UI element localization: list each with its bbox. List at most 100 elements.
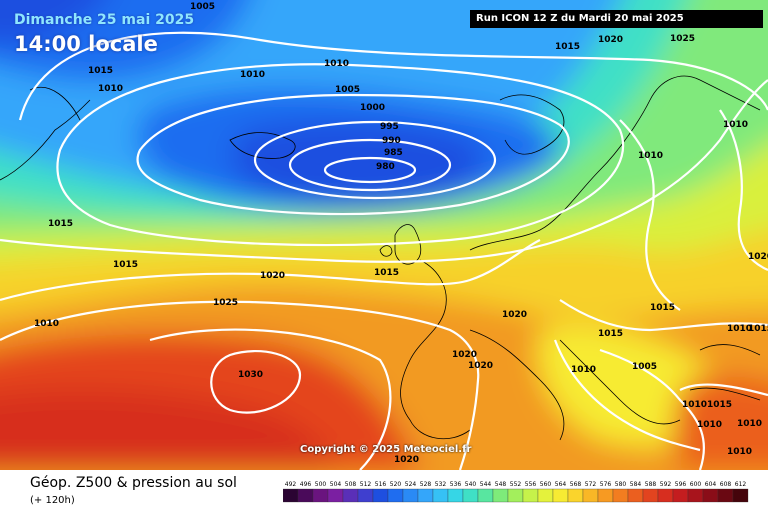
forecast-date: Dimanche 25 mai 2025	[14, 12, 195, 28]
legend-swatch	[297, 488, 314, 503]
legend-swatch	[477, 488, 494, 503]
color-scale-legend: 492 496 500 504 508 512 516 520 524 528 532 536 540 5…	[283, 481, 749, 503]
isobar-label: 1020	[394, 455, 419, 465]
legend-swatch	[537, 488, 554, 503]
isobar-label: 1015	[748, 324, 768, 334]
isobar-label: 1015	[555, 42, 580, 52]
isobar-label: 980	[376, 162, 395, 172]
legend-value-label: 540	[465, 481, 477, 488]
isobar-label: 1020	[748, 252, 768, 262]
isobar-label: 1015	[48, 219, 73, 229]
isobar-label: 1010	[723, 120, 748, 130]
legend-value-label: 516	[375, 481, 387, 488]
isobar-label: 1015	[598, 329, 623, 339]
isobar-label: 1010	[682, 400, 707, 410]
isobar-label: 1030	[238, 370, 263, 380]
legend-value-label: 536	[450, 481, 462, 488]
legend-value-label: 500	[315, 481, 327, 488]
legend-swatch	[342, 488, 359, 503]
legend-swatch	[312, 488, 329, 503]
legend-value-label: 596	[675, 481, 687, 488]
isobar-label: 1020	[452, 350, 477, 360]
forecast-lead-time: (+ 120h)	[30, 495, 75, 506]
isobar-label: 1010	[737, 419, 762, 429]
isobar-label: 1010	[727, 324, 752, 334]
legend-value-label: 564	[555, 481, 567, 488]
legend-swatch	[612, 488, 629, 503]
isobar-label: 1025	[213, 298, 238, 308]
legend-swatch	[672, 488, 689, 503]
legend-value-label: 492	[285, 481, 297, 488]
legend-swatch	[657, 488, 674, 503]
isobar-label: 1015	[88, 66, 113, 76]
isobar-label: 1010	[638, 151, 663, 161]
legend-value-label: 592	[660, 481, 672, 488]
isobar-label: 1015	[707, 400, 732, 410]
legend-swatch	[402, 488, 419, 503]
isobar-label: 1010	[34, 319, 59, 329]
legend-value-label: 512	[360, 481, 372, 488]
legend-swatch	[432, 488, 449, 503]
isobar-label: 1020	[260, 271, 285, 281]
legend-value-label: 548	[495, 481, 507, 488]
isobar-label: 1015	[113, 260, 138, 270]
legend-swatch	[447, 488, 464, 503]
isobar-label: 995	[380, 122, 399, 132]
legend-value-label: 520	[390, 481, 402, 488]
legend-value-label: 560	[540, 481, 552, 488]
legend-value-label: 544	[480, 481, 492, 488]
legend-value-label: 524	[405, 481, 417, 488]
isobar-label: 1020	[468, 361, 493, 371]
legend-swatch	[687, 488, 704, 503]
legend-value-label: 556	[525, 481, 537, 488]
legend-swatch	[462, 488, 479, 503]
legend-value-label: 552	[510, 481, 522, 488]
isobar-label: 1005	[335, 85, 360, 95]
map-title: Géop. Z500 & pression au sol	[30, 475, 237, 491]
legend-swatch	[283, 488, 299, 503]
isobar-label: 1010	[324, 59, 349, 69]
legend-value-label: 604	[705, 481, 717, 488]
legend-value-label: 532	[435, 481, 447, 488]
legend-swatch	[372, 488, 389, 503]
isobar-label: 1015	[374, 268, 399, 278]
isobars	[0, 31, 768, 470]
legend-value-label: 508	[345, 481, 357, 488]
legend-swatch	[567, 488, 584, 503]
legend-swatch	[492, 488, 509, 503]
legend-swatch	[327, 488, 344, 503]
legend-value-label: 584	[630, 481, 642, 488]
legend-swatch	[702, 488, 719, 503]
legend-value-label: 528	[420, 481, 432, 488]
isobar-label: 1015	[650, 303, 675, 313]
isobar-label: 985	[384, 148, 403, 158]
legend-value-label: 588	[645, 481, 657, 488]
isobar-label: 1005	[632, 362, 657, 372]
legend-swatch	[552, 488, 569, 503]
legend-swatch	[597, 488, 614, 503]
legend-swatch	[582, 488, 599, 503]
isobar-label: 1000	[360, 103, 385, 113]
legend-swatch	[417, 488, 434, 503]
legend-value-label: 504	[330, 481, 342, 488]
isobar-label: 1010	[240, 70, 265, 80]
legend-swatch	[387, 488, 404, 503]
legend-value-label: 572	[585, 481, 597, 488]
legend-swatch	[357, 488, 374, 503]
legend-value-label: 568	[570, 481, 582, 488]
isobar-label: 1010	[727, 447, 752, 457]
legend-swatch	[507, 488, 524, 503]
isobar-label: 1020	[502, 310, 527, 320]
geopotential-shading	[0, 0, 768, 470]
legend-swatch	[717, 488, 734, 503]
isobar-label: 1005	[190, 2, 215, 12]
legend-value-label: 600	[690, 481, 702, 488]
legend-swatch	[627, 488, 644, 503]
legend-value-label: 608	[720, 481, 732, 488]
isobar-label: 990	[382, 136, 401, 146]
legend-value-label: 612	[735, 481, 747, 488]
coastlines	[0, 75, 761, 441]
isobar-label: 1010	[697, 420, 722, 430]
